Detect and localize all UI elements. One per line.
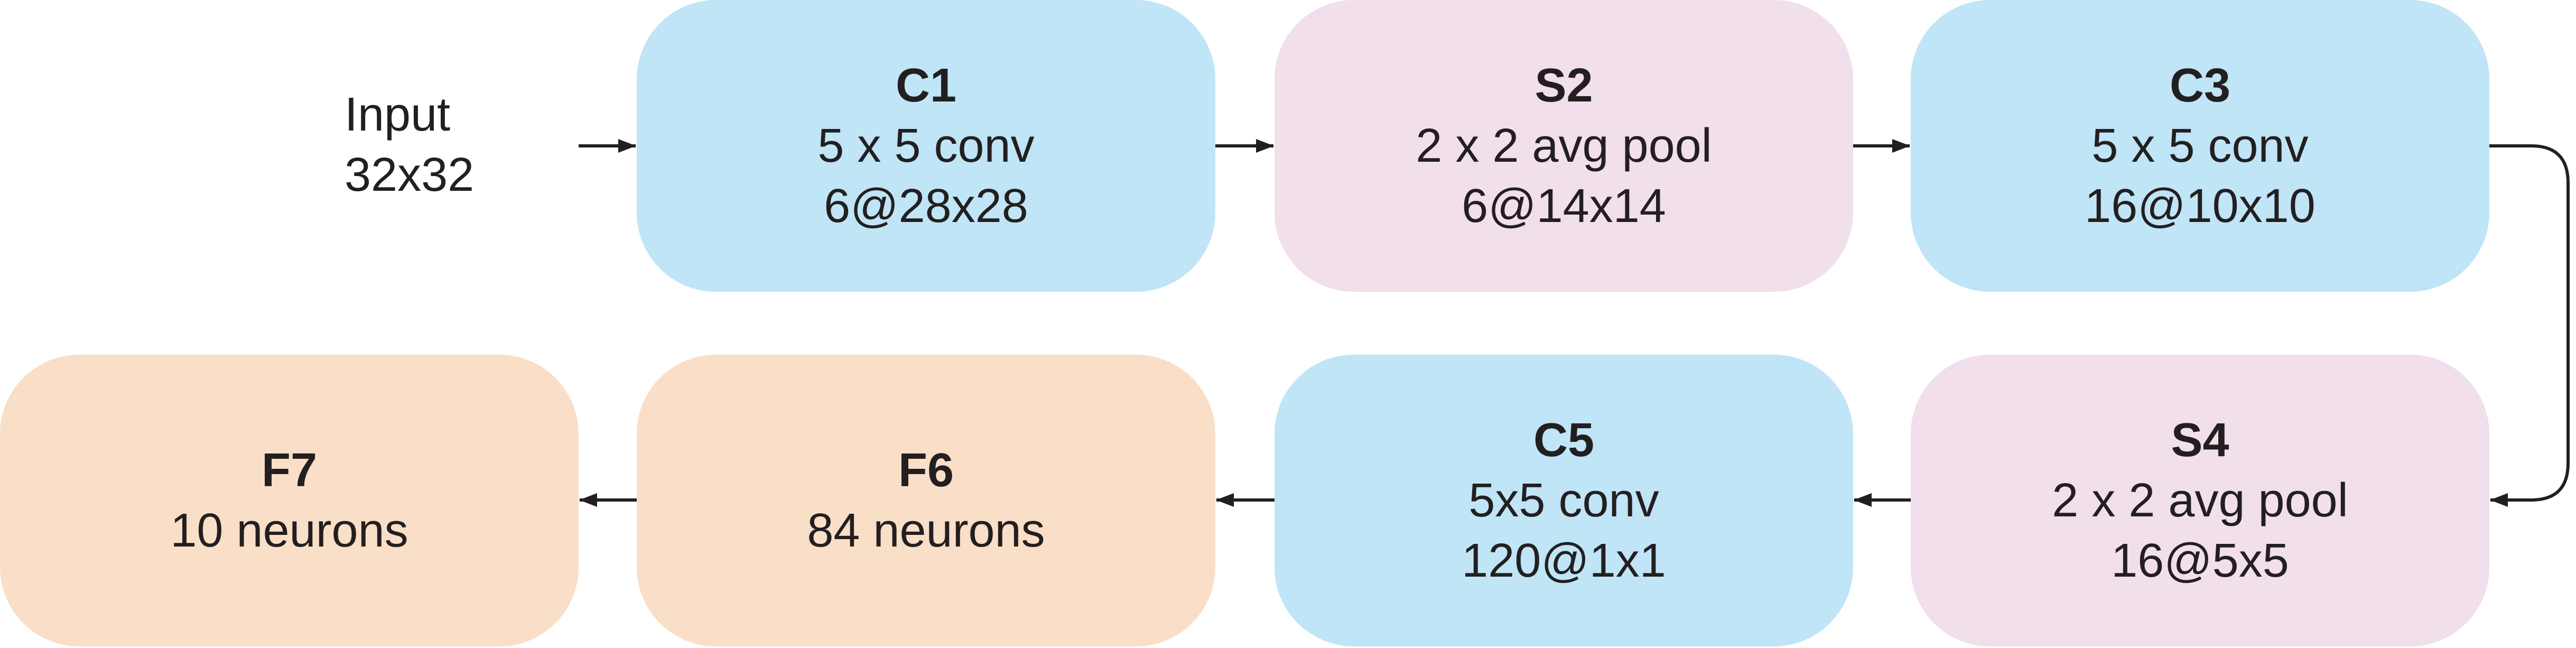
input-label: Input 32x32 bbox=[345, 85, 474, 205]
layer-f6-title: F6 bbox=[898, 444, 954, 497]
layer-f6-op: 84 neurons bbox=[807, 504, 1045, 557]
layer-f7-op: 10 neurons bbox=[170, 504, 408, 557]
layer-c3-title: C3 bbox=[2169, 59, 2231, 112]
layer-c3-shape: 16@10x10 bbox=[2085, 180, 2315, 233]
layer-c1: C1 5 x 5 conv 6@28x28 bbox=[637, 0, 1215, 292]
input-label-line2: 32x32 bbox=[345, 149, 475, 201]
layer-s4-shape: 16@5x5 bbox=[2111, 534, 2289, 587]
layer-c3-op: 5 x 5 conv bbox=[2091, 119, 2309, 172]
layer-s4-op: 2 x 2 avg pool bbox=[2052, 474, 2348, 527]
layer-f7-title: F7 bbox=[261, 444, 318, 497]
layer-s4: S4 2 x 2 avg pool 16@5x5 bbox=[1911, 355, 2489, 646]
layer-c5-title: C5 bbox=[1533, 414, 1595, 467]
input-label-line1: Input bbox=[345, 88, 451, 141]
layer-s2-op: 2 x 2 avg pool bbox=[1416, 119, 1712, 172]
layer-c3: C3 5 x 5 conv 16@10x10 bbox=[1911, 0, 2489, 292]
layer-s4-title: S4 bbox=[2171, 414, 2229, 467]
arrow-c3-to-s4 bbox=[2489, 144, 2570, 507]
layer-c5-shape: 120@1x1 bbox=[1462, 534, 1666, 587]
layer-c1-title: C1 bbox=[895, 59, 957, 112]
layer-s2-shape: 6@14x14 bbox=[1462, 180, 1666, 233]
layer-c1-shape: 6@28x28 bbox=[824, 180, 1028, 233]
layer-c5: C5 5x5 conv 120@1x1 bbox=[1275, 355, 1853, 646]
layer-c5-op: 5x5 conv bbox=[1468, 474, 1659, 527]
layer-s2: S2 2 x 2 avg pool 6@14x14 bbox=[1275, 0, 1853, 292]
layer-c1-op: 5 x 5 conv bbox=[817, 119, 1035, 172]
layer-f6: F6 84 neurons bbox=[637, 355, 1215, 646]
layer-f7: F7 10 neurons bbox=[0, 355, 579, 646]
layer-s2-title: S2 bbox=[1535, 59, 1593, 112]
